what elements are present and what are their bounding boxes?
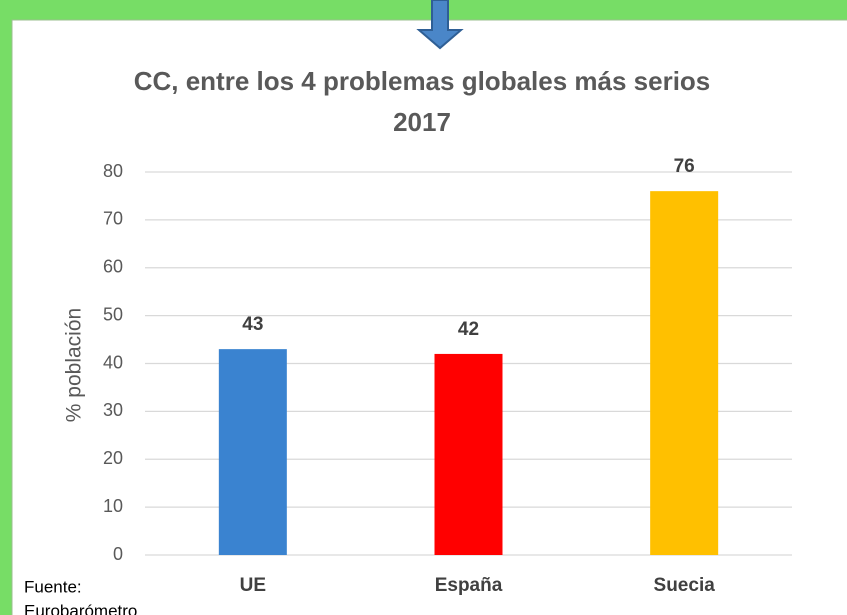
bar (650, 191, 719, 555)
data-label: 76 (674, 156, 695, 177)
x-tick-label: UE (240, 575, 266, 596)
chart-subtitle: 2017 (393, 107, 451, 137)
y-axis-label: % población (63, 308, 86, 422)
y-tick-label: 40 (103, 352, 123, 372)
data-label: 42 (458, 319, 479, 340)
chart-title: CC, entre los 4 problemas globales más s… (134, 66, 711, 96)
y-tick-label: 60 (103, 257, 123, 277)
y-tick-label: 0 (113, 544, 123, 564)
data-label: 43 (242, 314, 263, 335)
source: Eurobarómetro (24, 601, 137, 615)
bar (434, 353, 503, 555)
arrow (416, 0, 464, 50)
y-tick-label: 10 (103, 496, 123, 516)
y-tick-label: 70 (103, 209, 123, 229)
source: Fuente: (24, 577, 82, 596)
y-tick-label: 20 (103, 448, 123, 468)
y-tick-label: 30 (103, 400, 123, 420)
x-tick-label: España (435, 575, 503, 596)
x-tick-label: Suecia (654, 575, 716, 596)
y-tick-label: 50 (103, 304, 123, 324)
bar (218, 349, 287, 555)
y-tick-label: 80 (103, 161, 123, 181)
